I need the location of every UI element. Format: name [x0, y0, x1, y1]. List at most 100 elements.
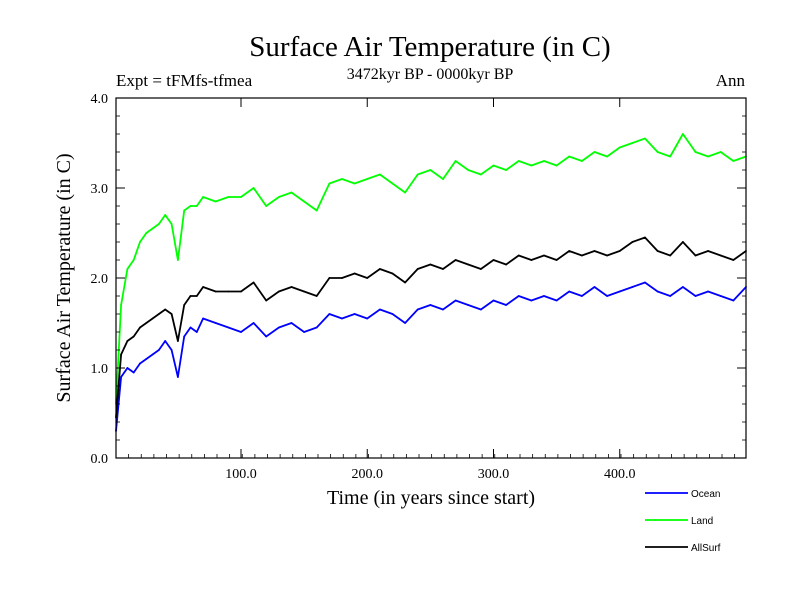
data-point-allsurf	[555, 259, 558, 261]
data-point-allsurf	[379, 268, 381, 270]
data-point-allsurf	[189, 295, 192, 297]
data-point-land	[644, 137, 646, 140]
y-axis-label: Surface Air Temperature (in C)	[53, 153, 75, 402]
data-point-ocean	[543, 295, 545, 297]
data-point-ocean	[581, 295, 583, 297]
data-point-land	[120, 304, 122, 306]
data-point-land	[682, 133, 684, 135]
data-point-land	[404, 191, 406, 194]
data-point-allsurf	[391, 272, 394, 275]
data-point-land	[177, 259, 179, 261]
data-point-land	[581, 160, 583, 162]
data-point-land	[202, 196, 205, 198]
data-point-allsurf	[719, 254, 722, 257]
data-point-land	[416, 173, 419, 176]
data-point-land	[707, 155, 709, 158]
data-point-allsurf	[214, 290, 217, 293]
data-point-land	[606, 155, 608, 158]
data-point-ocean	[492, 299, 495, 302]
data-point-land	[341, 178, 343, 180]
data-point-allsurf	[195, 295, 198, 297]
data-point-allsurf	[644, 236, 646, 239]
data-point-allsurf	[606, 254, 608, 257]
data-point-allsurf	[505, 263, 507, 266]
data-point-land	[132, 259, 135, 261]
data-point-ocean	[126, 367, 129, 369]
data-point-land	[732, 160, 735, 162]
data-point-allsurf	[265, 299, 268, 302]
data-point-land	[189, 205, 192, 207]
season-annotation: Ann	[716, 71, 746, 90]
data-point-land	[139, 241, 141, 243]
data-point-ocean	[214, 322, 217, 324]
data-point-allsurf	[227, 290, 230, 293]
data-point-allsurf	[328, 277, 331, 279]
legend-label-allsurf: AllSurf	[691, 543, 721, 554]
data-point-ocean	[656, 290, 659, 293]
data-point-allsurf	[669, 254, 672, 257]
data-point-land	[227, 196, 230, 198]
data-point-allsurf	[694, 254, 697, 257]
data-point-ocean	[404, 322, 406, 324]
data-point-land	[278, 196, 280, 198]
data-point-allsurf	[240, 290, 242, 293]
data-point-allsurf	[158, 313, 160, 315]
data-point-allsurf	[568, 250, 571, 252]
data-point-allsurf	[164, 308, 167, 311]
plot-area	[115, 133, 747, 432]
data-point-allsurf	[707, 250, 709, 252]
data-point-ocean	[505, 304, 507, 306]
data-point-allsurf	[278, 290, 280, 293]
data-point-ocean	[555, 299, 558, 302]
data-point-ocean	[732, 299, 735, 302]
data-point-ocean	[341, 317, 343, 320]
data-point-ocean	[442, 308, 444, 311]
data-point-land	[631, 142, 634, 144]
data-point-land	[252, 187, 255, 189]
data-point-ocean	[719, 295, 722, 297]
data-point-ocean	[145, 358, 148, 360]
x-tick-label: 400.0	[604, 467, 636, 482]
data-point-allsurf	[581, 254, 583, 257]
axes: 100.0 200.0 300.0 400.0 0.0 1.0 2.0 3.0 4.0	[91, 92, 746, 482]
legend-label-ocean: Ocean	[691, 489, 720, 500]
data-point-ocean	[120, 376, 122, 378]
data-point-ocean	[227, 326, 230, 329]
data-point-ocean	[391, 313, 394, 315]
data-point-ocean	[170, 349, 173, 351]
data-point-ocean	[265, 335, 268, 338]
y-tick-label: 4.0	[91, 92, 109, 107]
data-point-ocean	[164, 340, 167, 342]
chart-title-group: Surface Air Temperature (in C) 3472kyr B…	[116, 31, 745, 90]
data-point-land	[183, 209, 186, 212]
data-point-ocean	[315, 326, 318, 329]
data-point-land	[656, 151, 659, 153]
data-point-allsurf	[429, 263, 432, 266]
data-point-ocean	[606, 295, 608, 297]
data-point-land	[214, 200, 217, 203]
data-point-land	[530, 164, 533, 167]
data-point-ocean	[694, 295, 697, 297]
data-point-allsurf	[252, 281, 255, 284]
data-point-ocean	[139, 362, 141, 365]
legend-label-land: Land	[691, 516, 713, 527]
data-point-allsurf	[126, 340, 129, 342]
data-point-land	[353, 182, 356, 185]
series-line-land	[115, 133, 747, 405]
x-tick-label: 200.0	[351, 467, 383, 482]
data-point-land	[467, 169, 470, 171]
data-point-land	[328, 182, 331, 185]
data-point-ocean	[290, 322, 293, 324]
data-point-ocean	[202, 317, 205, 320]
data-point-allsurf	[353, 272, 356, 275]
data-point-allsurf	[454, 259, 457, 261]
data-point-allsurf	[132, 335, 135, 338]
legend: Ocean Land AllSurf	[645, 489, 721, 554]
data-point-ocean	[707, 290, 709, 293]
data-point-land	[151, 227, 154, 230]
data-point-ocean	[517, 295, 520, 297]
plot-frame	[115, 97, 747, 459]
data-point-land	[290, 191, 293, 194]
y-tick-label: 2.0	[91, 272, 109, 287]
x-tick-label: 100.0	[225, 467, 257, 482]
